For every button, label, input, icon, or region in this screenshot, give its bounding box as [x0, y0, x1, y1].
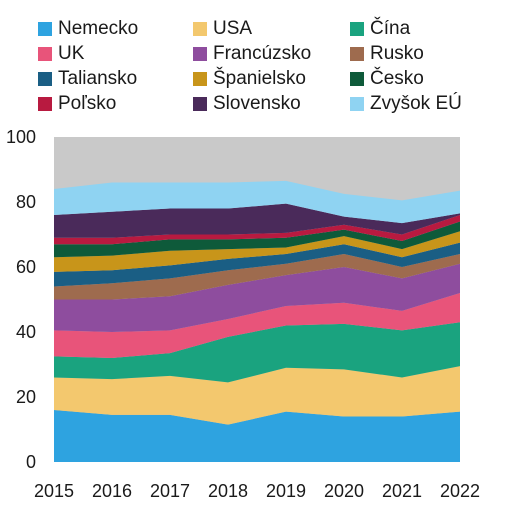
legend-item: Čína	[350, 18, 410, 40]
area-series-0	[54, 410, 460, 462]
x-tick-label: 2017	[150, 481, 190, 501]
x-tick-label: 2022	[440, 481, 480, 501]
area-series-5	[54, 254, 460, 300]
area-series-11	[54, 180, 460, 224]
legend-item: UK	[38, 43, 84, 65]
legend-item: Francúzsko	[193, 43, 311, 65]
y-tick-label: 60	[16, 257, 36, 277]
legend-label: Zvyšok EÚ	[370, 93, 462, 114]
y-tick-label: 20	[16, 387, 36, 407]
legend-label: Poľsko	[58, 93, 117, 114]
x-tick-label: 2015	[34, 481, 74, 501]
area-series-7	[54, 231, 460, 272]
legend-swatch	[350, 47, 364, 61]
legend-swatch	[193, 22, 207, 36]
legend-swatch	[38, 97, 52, 111]
legend-label: UK	[58, 43, 85, 64]
legend-item: Rusko	[350, 43, 424, 65]
legend-label: USA	[213, 18, 253, 39]
legend-swatch	[193, 97, 207, 111]
y-tick-label: 100	[6, 127, 36, 147]
area-series-8	[54, 221, 460, 258]
area-series-2	[54, 322, 460, 383]
x-tick-label: 2021	[382, 481, 422, 501]
legend-swatch	[350, 22, 364, 36]
area-series-3	[54, 293, 460, 358]
legend-label: Česko	[370, 68, 424, 89]
area-series-1	[54, 366, 460, 425]
legend-label: Čína	[370, 18, 411, 39]
legend-label: Francúzsko	[213, 43, 312, 64]
legend-label: Taliansko	[58, 68, 138, 89]
legend-swatch	[193, 47, 207, 61]
legend-label: Slovensko	[213, 93, 301, 114]
legend-label: Španielsko	[213, 68, 306, 89]
legend-item: Poľsko	[38, 93, 116, 115]
legend-item: Slovensko	[193, 93, 301, 115]
legend: Nemecko USA Čína UK Francúzsko Rusko Taliansko…	[0, 18, 518, 132]
legend-swatch	[193, 72, 207, 86]
legend-swatch	[350, 97, 364, 111]
legend-item: Zvyšok EÚ	[350, 93, 462, 115]
legend-swatch	[38, 47, 52, 61]
legend-item: Taliansko	[38, 68, 137, 90]
legend-label: Nemecko	[58, 18, 139, 39]
legend-swatch	[38, 72, 52, 86]
legend-item: Španielsko	[193, 68, 306, 90]
area-series-9	[54, 215, 460, 245]
x-tick-label: 2020	[324, 481, 364, 501]
y-tick-label: 80	[16, 192, 36, 212]
area-series-10	[54, 203, 460, 238]
legend-item: Nemecko	[38, 18, 138, 40]
area-series-4	[54, 263, 460, 332]
y-tick-label: 0	[26, 452, 36, 472]
legend-swatch	[350, 72, 364, 86]
legend-swatch	[38, 22, 52, 36]
x-tick-label: 2016	[92, 481, 132, 501]
legend-item: USA	[193, 18, 252, 40]
y-tick-label: 40	[16, 322, 36, 342]
area-series-6	[54, 242, 460, 287]
x-tick-label: 2019	[266, 481, 306, 501]
x-tick-label: 2018	[208, 481, 248, 501]
legend-item: Česko	[350, 68, 424, 90]
legend-label: Rusko	[370, 43, 424, 64]
